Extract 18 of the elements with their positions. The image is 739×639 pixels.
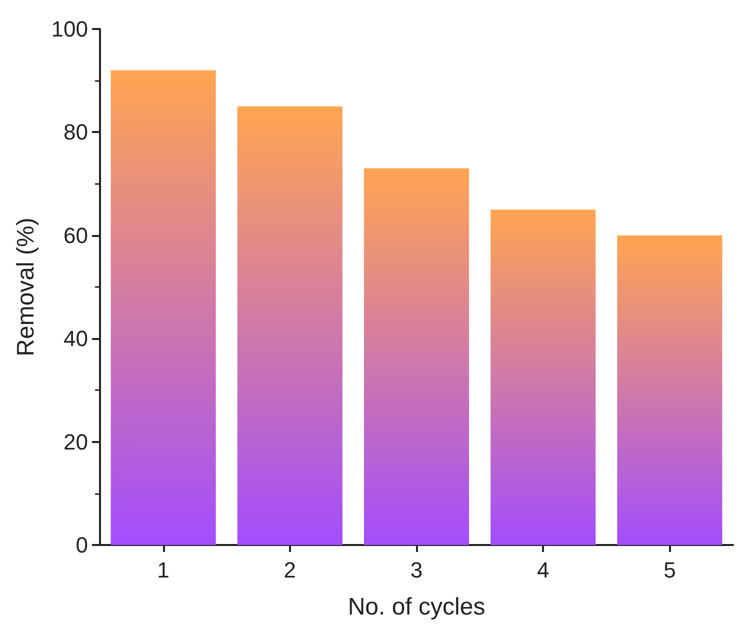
bar <box>617 235 722 545</box>
x-tick-label: 3 <box>410 558 423 582</box>
y-tick-label: 80 <box>64 120 88 145</box>
y-tick-label: 60 <box>64 222 88 248</box>
x-tick-label: 2 <box>284 558 296 582</box>
y-axis-title: Removal (%) <box>12 218 40 356</box>
y-tick-label: 40 <box>64 326 88 352</box>
x-tick-label: 4 <box>536 558 550 582</box>
y-tick-label: 100 <box>51 16 88 42</box>
bar <box>364 168 470 545</box>
bar <box>237 106 342 545</box>
bar <box>110 70 216 545</box>
x-tick-label: 5 <box>664 558 676 582</box>
x-axis-title: No. of cycles <box>348 594 486 620</box>
y-tick-label: 20 <box>64 429 88 454</box>
bar <box>490 210 596 545</box>
y-tick-label: 0 <box>76 532 88 558</box>
x-tick-label: 1 <box>157 558 170 582</box>
